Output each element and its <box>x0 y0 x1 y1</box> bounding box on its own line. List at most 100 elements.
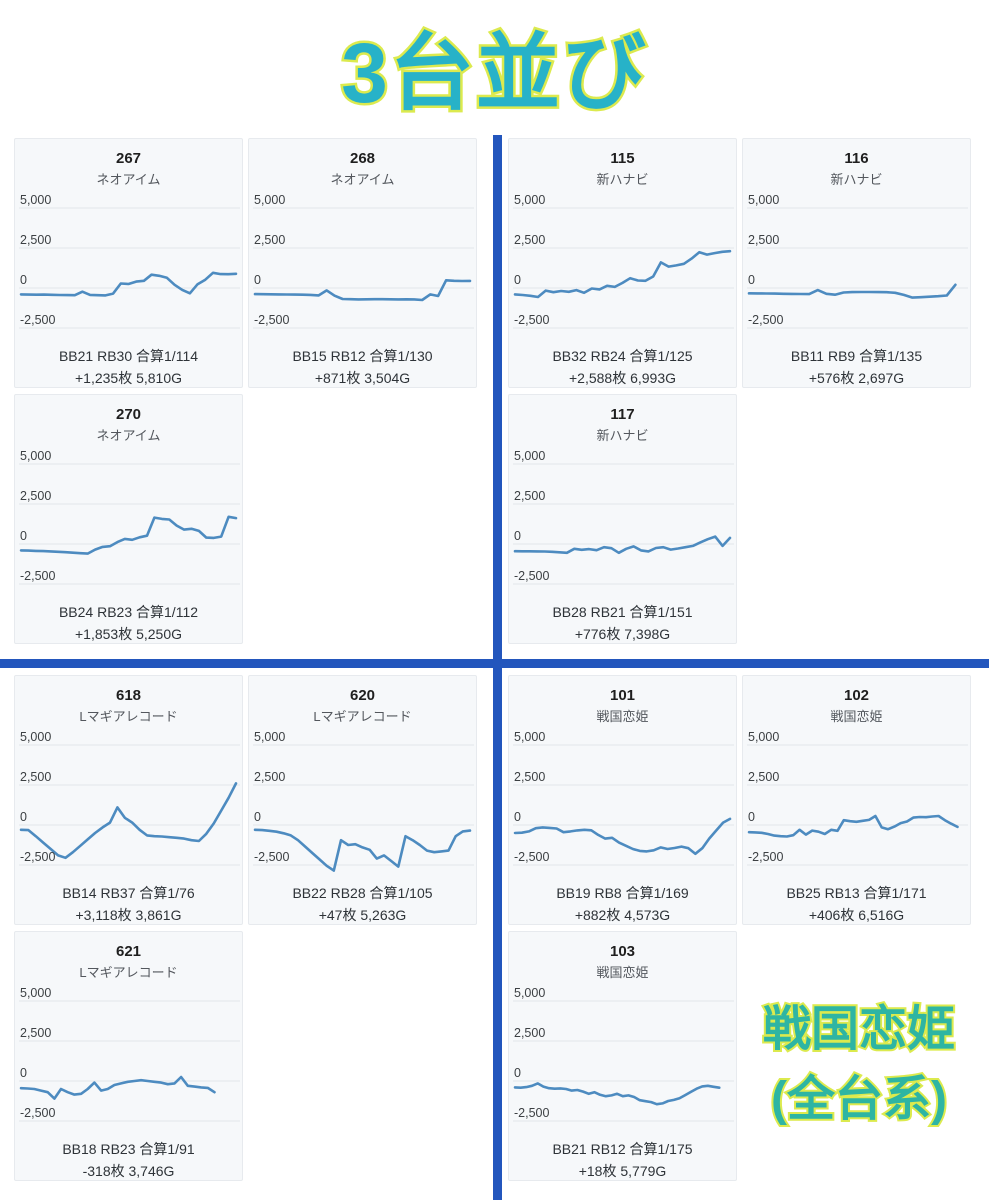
medal-stats: +776枚 7,398G <box>574 626 671 642</box>
slump-line-svg <box>513 1000 734 1122</box>
y-tick-5000: 5,000 <box>748 193 780 207</box>
y-tick-0: 0 <box>20 810 27 824</box>
machine-model: Lマギアレコード <box>79 965 178 980</box>
machine-card: 618 Lマギアレコード 5,000 2,500 0 -2,500 BB14 R… <box>14 675 243 925</box>
medal-stats: +1,235枚 5,810G <box>74 370 183 386</box>
medal-stats: +3,118枚 3,861G <box>75 907 182 923</box>
slump-line-svg <box>513 207 734 329</box>
series-annotation-line2: (全台系) <box>769 1071 949 1128</box>
quadrant-top-right: 115 新ハナビ 5,000 2,500 0 -2,500 BB32 RB24 … <box>508 138 973 644</box>
slump-graph: 5,000 2,500 0 -2,500 <box>509 729 736 879</box>
machine-number: 101 <box>609 687 636 704</box>
y-tick-5000: 5,000 <box>254 193 286 207</box>
y-tick-2500: 2,500 <box>20 1026 52 1040</box>
y-tick-0: 0 <box>514 810 521 824</box>
y-tick-neg2500: -2,500 <box>514 313 550 327</box>
y-tick-2500: 2,500 <box>514 489 546 503</box>
slump-line-svg <box>253 744 474 872</box>
y-tick-neg2500: -2,500 <box>514 569 550 583</box>
machine-number: 267 <box>115 150 142 167</box>
y-tick-2500: 2,500 <box>20 489 52 503</box>
slump-graph: 5,000 2,500 0 -2,500 <box>15 729 242 879</box>
quadrant-bottom-left: 618 Lマギアレコード 5,000 2,500 0 -2,500 BB14 R… <box>14 675 479 1181</box>
y-tick-0: 0 <box>254 810 261 824</box>
medal-stats: +576枚 2,697G <box>808 370 905 386</box>
quadrant-top-left: 267 ネオアイム 5,000 2,500 0 -2,500 BB21 RB30… <box>14 138 479 644</box>
y-tick-0: 0 <box>514 1066 521 1080</box>
series-annotation: 戦国恋姫 (全台系) <box>733 995 985 1134</box>
slump-line-svg <box>747 207 968 329</box>
series-annotation-line1: 戦国恋姫 <box>761 1001 957 1058</box>
bonus-stats: BB22 RB28 合算1/105 <box>292 885 433 901</box>
y-tick-2500: 2,500 <box>20 770 52 784</box>
bonus-stats: BB25 RB13 合算1/171 <box>786 885 927 901</box>
y-tick-5000: 5,000 <box>20 986 52 1000</box>
machine-model: 新ハナビ <box>830 172 883 187</box>
slump-graph: 5,000 2,500 0 -2,500 <box>509 192 736 342</box>
y-tick-neg2500: -2,500 <box>20 850 56 864</box>
y-tick-0: 0 <box>748 810 755 824</box>
slump-graph: 5,000 2,500 0 -2,500 <box>249 192 476 342</box>
machine-card: 116 新ハナビ 5,000 2,500 0 -2,500 BB11 RB9 合… <box>742 138 971 388</box>
slump-graph: 5,000 2,500 0 -2,500 <box>743 729 970 879</box>
y-tick-5000: 5,000 <box>514 730 546 744</box>
y-tick-neg2500: -2,500 <box>20 1106 56 1120</box>
slump-graph: 5,000 2,500 0 -2,500 <box>15 192 242 342</box>
machine-model: Lマギアレコード <box>313 709 412 724</box>
machine-number: 102 <box>843 687 870 704</box>
machine-model: 新ハナビ <box>596 428 649 443</box>
machine-number: 268 <box>349 150 376 167</box>
bonus-stats: BB32 RB24 合算1/125 <box>552 348 693 364</box>
machine-model: ネオアイム <box>96 172 161 187</box>
slump-graph: 5,000 2,500 0 -2,500 <box>509 985 736 1135</box>
y-tick-2500: 2,500 <box>254 770 286 784</box>
y-tick-0: 0 <box>514 529 521 543</box>
machine-number: 620 <box>349 687 376 704</box>
slump-graph: 5,000 2,500 0 -2,500 <box>15 448 242 598</box>
bonus-stats: BB21 RB30 合算1/114 <box>58 348 199 364</box>
y-tick-0: 0 <box>748 273 755 287</box>
machine-number: 115 <box>610 150 635 167</box>
y-tick-0: 0 <box>20 273 27 287</box>
y-tick-neg2500: -2,500 <box>254 313 290 327</box>
quadrant-divider-horizontal <box>0 659 989 668</box>
machine-card: 117 新ハナビ 5,000 2,500 0 -2,500 BB28 RB21 … <box>508 394 737 644</box>
medal-stats: +882枚 4,573G <box>574 907 671 923</box>
y-tick-5000: 5,000 <box>748 730 780 744</box>
y-tick-2500: 2,500 <box>514 770 546 784</box>
machine-card: 103 戦国恋姫 5,000 2,500 0 -2,500 BB21 RB12 … <box>508 931 737 1181</box>
slump-line-svg <box>513 744 734 866</box>
y-tick-neg2500: -2,500 <box>254 850 290 864</box>
machine-number: 103 <box>609 943 636 960</box>
bonus-stats: BB21 RB12 合算1/175 <box>552 1141 693 1157</box>
y-tick-2500: 2,500 <box>254 233 286 247</box>
slump-graph: 5,000 2,500 0 -2,500 <box>15 985 242 1135</box>
bonus-stats: BB14 RB37 合算1/76 <box>62 885 195 901</box>
machine-model: 戦国恋姫 <box>596 965 649 980</box>
y-tick-2500: 2,500 <box>514 1026 546 1040</box>
y-tick-5000: 5,000 <box>514 449 546 463</box>
medal-stats: +1,853枚 5,250G <box>74 626 183 642</box>
slump-line-svg <box>513 463 734 585</box>
bonus-stats: BB11 RB9 合算1/135 <box>790 348 923 364</box>
machine-number: 270 <box>115 406 142 423</box>
y-tick-5000: 5,000 <box>254 730 286 744</box>
medal-stats: +871枚 3,504G <box>314 370 411 386</box>
y-tick-5000: 5,000 <box>20 449 52 463</box>
machine-model: Lマギアレコード <box>79 709 178 724</box>
machine-number: 117 <box>610 406 635 423</box>
slump-line-svg <box>19 463 240 585</box>
medal-stats: +47枚 5,263G <box>318 907 407 923</box>
machine-number: 618 <box>115 687 142 704</box>
slump-line-svg <box>747 744 968 866</box>
y-tick-2500: 2,500 <box>748 233 780 247</box>
machine-model: 新ハナビ <box>596 172 649 187</box>
slump-line-svg <box>19 744 240 866</box>
machine-card: 102 戦国恋姫 5,000 2,500 0 -2,500 BB25 RB13 … <box>742 675 971 925</box>
machine-model: 戦国恋姫 <box>830 709 883 724</box>
y-tick-neg2500: -2,500 <box>20 569 56 583</box>
machine-card: 270 ネオアイム 5,000 2,500 0 -2,500 BB24 RB23… <box>14 394 243 644</box>
page-title: 3台並び <box>339 24 649 123</box>
machine-model: 戦国恋姫 <box>596 709 649 724</box>
